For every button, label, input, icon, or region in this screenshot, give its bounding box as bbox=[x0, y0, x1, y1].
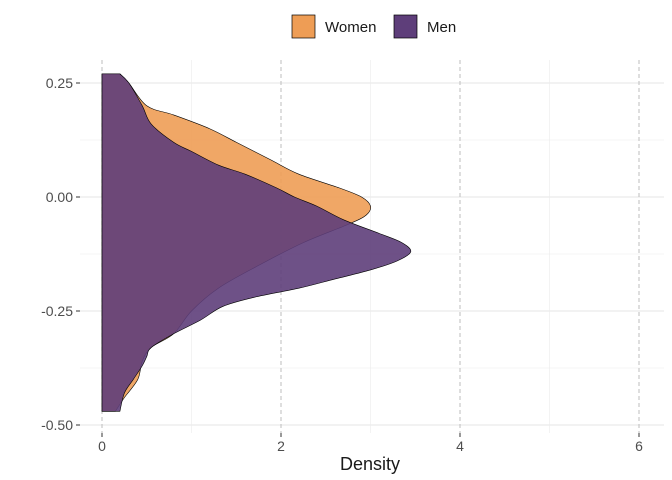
y-tick-label: -0.25 bbox=[41, 303, 73, 319]
legend-key-women bbox=[291, 14, 316, 39]
x-tick-label: 2 bbox=[277, 438, 285, 454]
x-tick-label: 0 bbox=[98, 438, 106, 454]
y-tick-label: -0.50 bbox=[41, 417, 73, 433]
legend-label-women: Women bbox=[325, 19, 376, 36]
x-tick-label: 4 bbox=[456, 438, 464, 454]
x-axis-title: Density bbox=[340, 454, 400, 474]
y-tick-label: 0.25 bbox=[46, 75, 73, 91]
x-tick-label: 6 bbox=[635, 438, 643, 454]
legend-label-men: Men bbox=[427, 19, 456, 36]
density-area-men bbox=[101, 73, 412, 412]
series-layer bbox=[101, 73, 412, 412]
y-tick-label: 0.00 bbox=[46, 189, 73, 205]
legend-key-men bbox=[393, 14, 418, 39]
axis-layer: 0.25 0.00 -0.25 -0.50 0 2 4 6 bbox=[41, 75, 643, 454]
legend: Women Men bbox=[291, 14, 456, 39]
